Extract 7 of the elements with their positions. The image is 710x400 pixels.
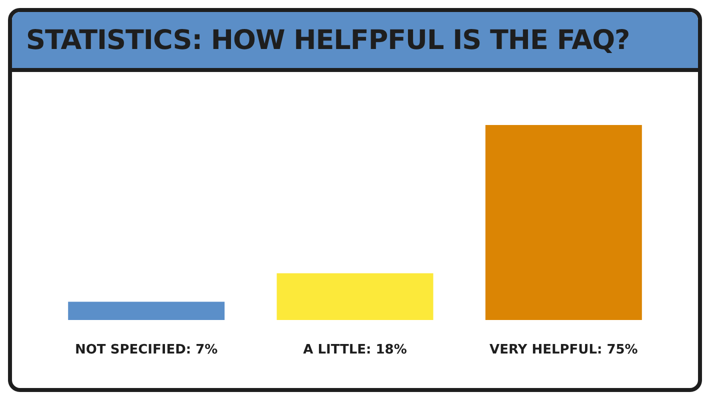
data-label: : 7% [186,342,218,358]
x-tick-label: NOT SPECIFIED [75,342,186,358]
x-tick-label: A LITTLE [303,342,366,358]
data-label: : 75% [596,342,638,358]
chart-title: STATISTICS: HOW HELFPFUL IS THE FAQ? [26,24,630,56]
data-label: : 18% [366,342,407,358]
x-tick-label: VERY HELPFUL [490,342,597,358]
